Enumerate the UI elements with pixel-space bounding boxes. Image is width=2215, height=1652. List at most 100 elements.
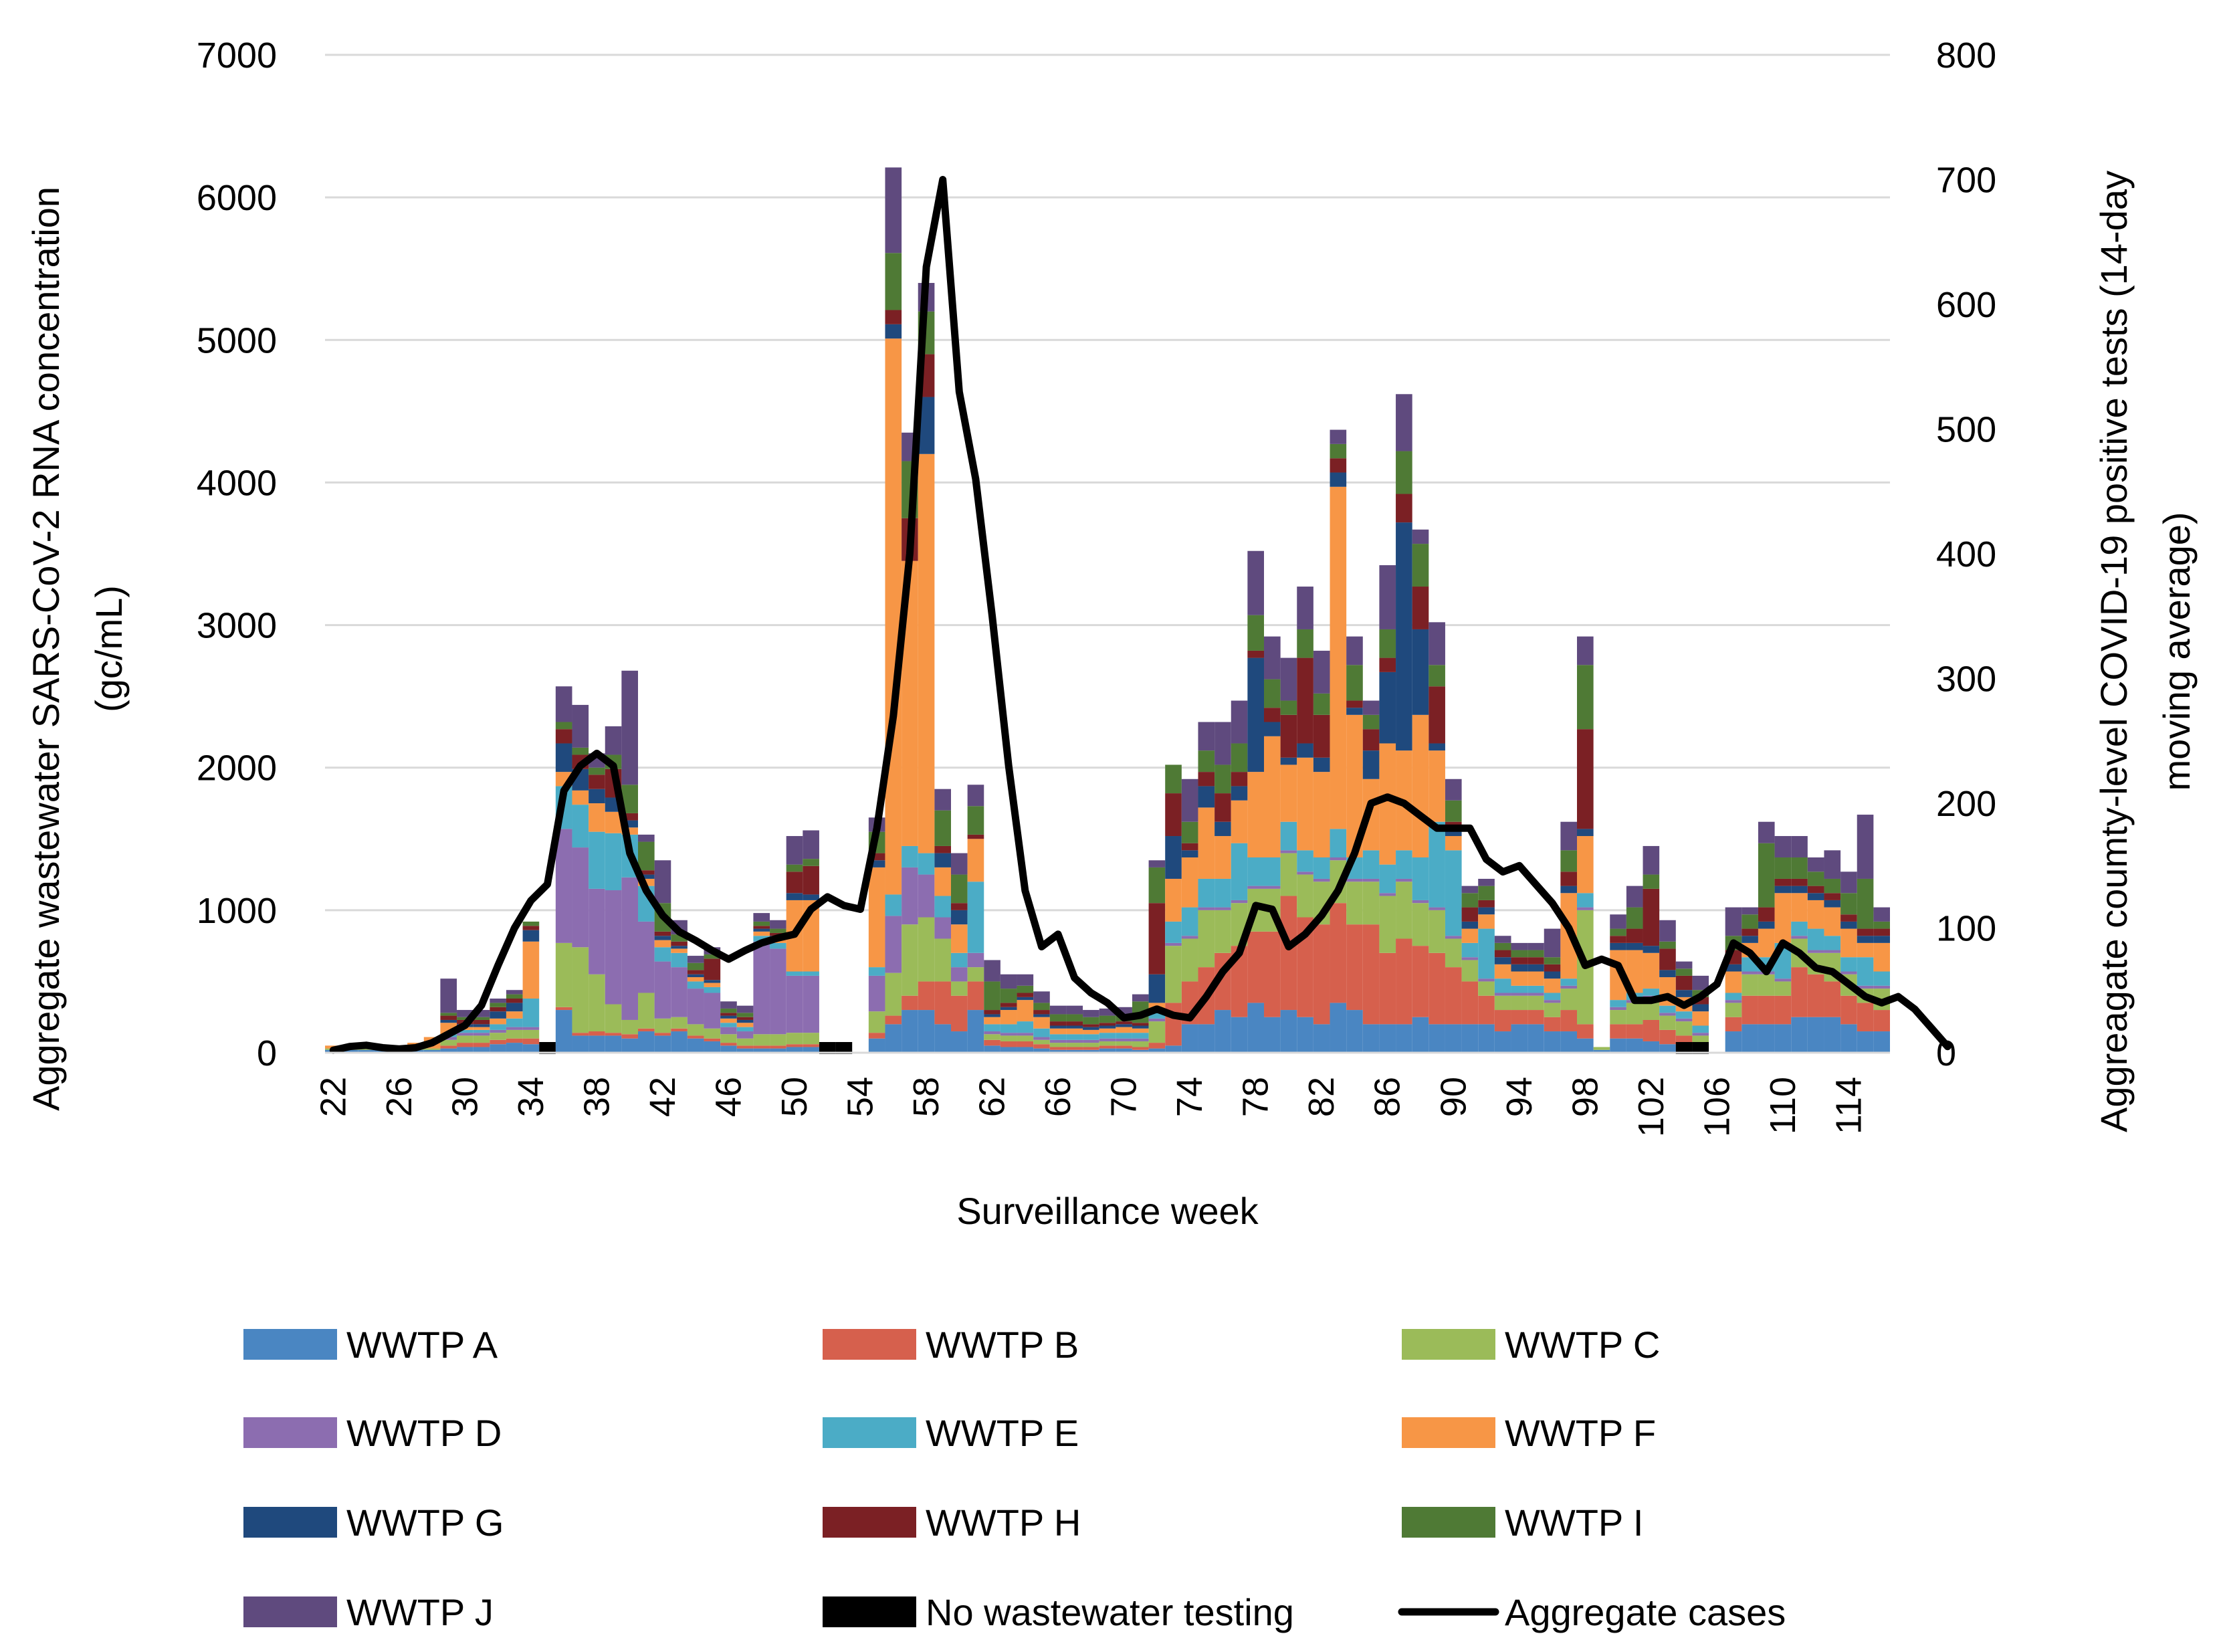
bar-week-44-wwtp-c [687,1024,704,1036]
legend-label-wwtp-g: WWTP G [346,1502,504,1544]
bar-week-86-wwtp-b [1379,952,1396,1025]
bar-week-81-wwtp-d [1297,871,1313,875]
bar-week-67-wwtp-e [1066,1034,1083,1040]
bar-week-89-wwtp-h [1429,686,1445,744]
bar-week-73-wwtp-h [1165,793,1182,837]
bar-week-77-wwtp-j [1231,700,1248,744]
bar-week-30-wwtp-c [457,1035,473,1043]
bar-week-47-wwtp-g [736,1019,754,1023]
bar-week-105-wwtp-f [1692,1011,1709,1026]
bar-week-76-wwtp-i [1215,764,1231,794]
bar-week-113-wwtp-b [1824,981,1841,1017]
bar-week-83-wwtp-h [1330,458,1347,473]
bar-week-69-wwtp-b [1099,1045,1116,1049]
bar-week-71-wwtp-h [1132,1023,1149,1026]
bar-week-104-wwtp-e [1675,1011,1693,1019]
x-tick-label-102: 102 [1631,1077,1671,1137]
bar-week-45-wwtp-i [704,954,721,959]
bar-week-30-wwtp-a [457,1047,473,1053]
bar-week-62-wwtp-j [984,960,1000,982]
bar-week-99-wwtp-c [1593,1047,1610,1050]
bar-week-69-wwtp-h [1099,1023,1116,1026]
bar-week-110-wwtp-c [1774,981,1792,996]
bar-week-105-wwtp-j [1692,975,1709,991]
bar-week-87-wwtp-h [1396,494,1412,523]
bar-week-88-wwtp-h [1412,587,1429,629]
bar-week-79-wwtp-a [1264,1017,1281,1053]
bar-week-62-wwtp-e [984,1024,1000,1032]
bar-week-90-wwtp-i [1445,800,1462,822]
bar-week-92-wwtp-e [1478,928,1495,979]
bar-week-55-wwtp-d [868,975,885,1012]
bar-week-67-wwtp-c [1066,1043,1083,1047]
bar-week-61-wwtp-c [967,967,984,982]
bar-week-91-wwtp-b [1461,981,1479,1025]
bar-week-90-wwtp-d [1445,936,1462,939]
bar-week-100-wwtp-j [1610,914,1626,929]
bar-week-41-wwtp-i [638,841,655,871]
bar-week-79-wwtp-d [1264,886,1281,889]
bar-week-105-wwtp-c [1692,1035,1709,1043]
bar-week-36-wwtp-d [555,829,572,943]
bar-week-110-wwtp-a [1774,1024,1792,1053]
bar-week-60-wwtp-h [951,903,968,910]
legend-label-wwtp-h: WWTP H [926,1502,1081,1544]
bar-week-70-wwtp-c [1116,1041,1132,1046]
bar-week-74-wwtp-d [1181,936,1198,939]
bar-week-79-wwtp-j [1264,636,1281,680]
bar-week-42-wwtp-h [654,931,671,936]
bar-week-43-wwtp-f [671,948,688,953]
bar-week-47-wwtp-b [736,1045,754,1049]
bar-week-32-wwtp-j [490,999,506,1003]
bar-week-45-wwtp-g [704,980,721,983]
bar-week-78-wwtp-i [1247,615,1264,651]
y2-axis-title: Aggreagate coumty-level COVID-19 positiv… [2093,171,2198,1132]
bar-week-100-wwtp-i [1610,928,1626,936]
bar-week-98-wwtp-h [1577,729,1594,829]
bar-week-95-wwtp-d [1527,993,1544,996]
bar-week-74-wwtp-f [1181,857,1198,908]
bar-week-107-wwtp-c [1725,1003,1742,1017]
y-tick-label-3000: 3000 [197,606,277,646]
bar-week-39-wwtp-c [605,1004,622,1033]
legend-swatch-wwtp-i [1402,1507,1495,1538]
bar-week-87-wwtp-j [1396,394,1412,451]
bar-week-83-wwtp-i [1330,443,1347,459]
bar-week-29-wwtp-a [440,1048,457,1053]
bar-week-102-wwtp-e [1643,989,1660,996]
x-tick-label-70: 70 [1104,1077,1144,1117]
bar-week-42-wwtp-b [654,1033,671,1036]
bar-week-64-wwtp-h [1017,993,1034,997]
bar-week-61-wwtp-i [967,806,984,835]
bar-week-82-wwtp-a [1313,1024,1330,1053]
bar-week-41-wwtp-h [638,870,655,875]
x-tick-label-54: 54 [841,1077,881,1117]
bar-week-83-wwtp-e [1330,829,1347,857]
bar-week-85-wwtp-j [1362,700,1380,715]
bar-week-91-wwtp-c [1461,960,1479,982]
bar-week-67-wwtp-f [1066,1028,1083,1035]
bar-week-63-wwtp-j [1000,974,1017,989]
x-tick-label-110: 110 [1763,1077,1803,1134]
bar-week-103-wwtp-j [1659,920,1676,942]
bar-week-77-wwtp-e [1231,843,1248,900]
bar-week-111-wwtp-b [1791,967,1808,1017]
bar-week-67-wwtp-g [1066,1025,1083,1029]
bar-week-58-wwtp-d [918,874,935,918]
bar-week-95-wwtp-i [1527,950,1544,958]
bar-week-69-wwtp-i [1099,1015,1116,1023]
bar-week-72-wwtp-h [1148,903,1166,974]
bar-week-49-wwtp-j [770,920,786,929]
bar-week-63-wwtp-i [1000,989,1017,1003]
bar-week-111-wwtp-j [1791,836,1808,857]
bar-week-44-wwtp-g [687,974,704,978]
bar-week-100-wwtp-g [1610,942,1626,950]
bar-week-107-wwtp-f [1725,971,1742,993]
bar-week-51-wwtp-d [803,975,819,1033]
bar-week-42-wwtp-c [654,1018,671,1033]
bar-week-30-wwtp-b [457,1043,473,1047]
bar-week-24-wwtp-a [358,1049,375,1053]
bar-week-69-wwtp-e [1099,1033,1116,1039]
bar-week-94-wwtp-a [1511,1024,1528,1053]
